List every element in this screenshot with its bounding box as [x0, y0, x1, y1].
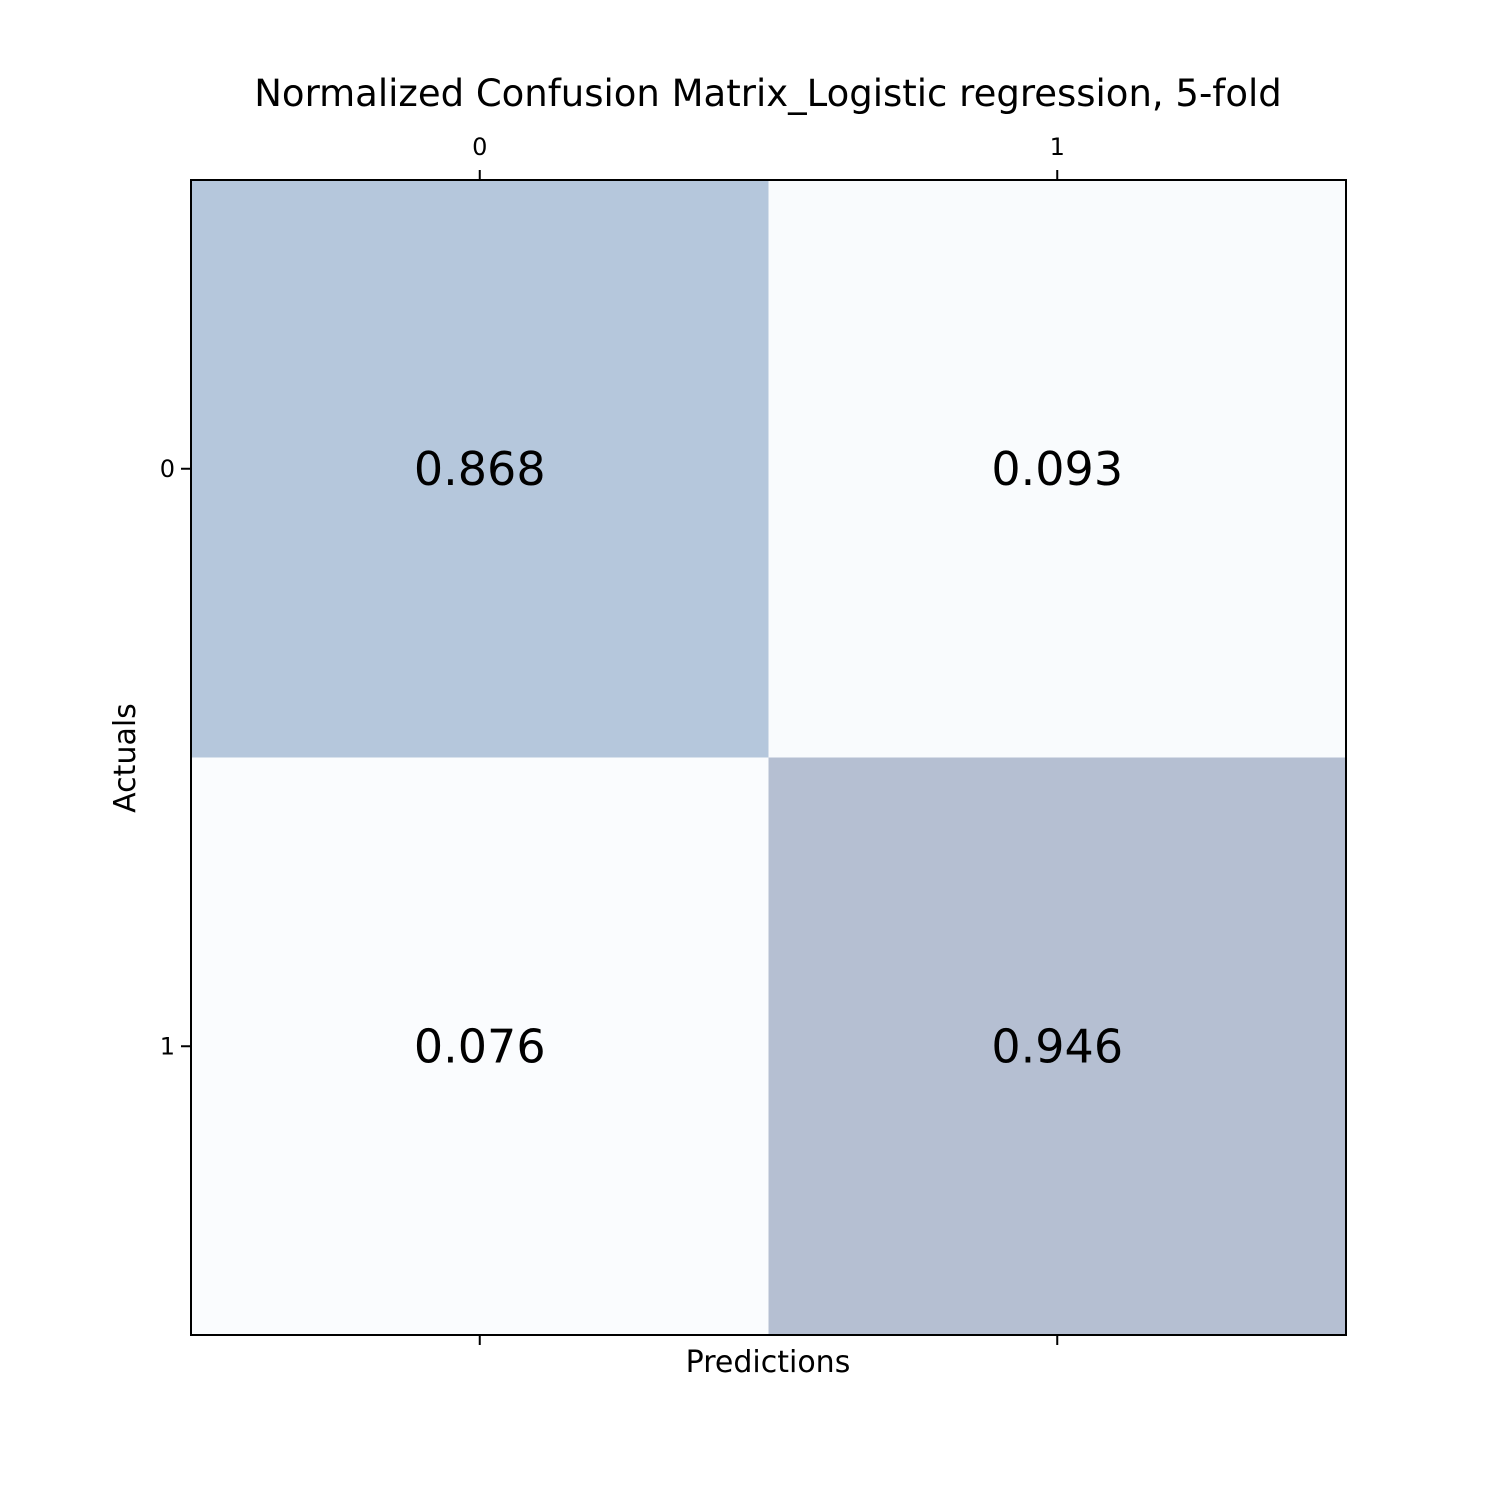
- x-tick-label-0: 0: [472, 133, 487, 161]
- matrix-cell-r1-c1: [768, 757, 1347, 1336]
- chart-title: Normalized Confusion Matrix_Logistic reg…: [254, 72, 1282, 115]
- plot-frame: [190, 179, 1347, 1336]
- matrix-value-r1-c0: 0.076: [414, 1019, 546, 1073]
- matrix-cell-r1-c0: [191, 757, 769, 1336]
- y-axis-label: Actuals: [108, 703, 143, 813]
- matrix-cell-r0-c0: [191, 180, 769, 758]
- x-axis-label: Predictions: [686, 1345, 851, 1380]
- matrix-cells: 0.868 0.093 0.076 0.946: [191, 180, 1347, 1336]
- axis-ticks: 0 1 0 1: [160, 133, 1065, 1345]
- matrix-value-r1-c1: 0.946: [991, 1019, 1123, 1073]
- matrix-cell-r0-c1: [768, 180, 1347, 758]
- matrix-value-r0-c0: 0.868: [414, 442, 546, 496]
- matrix-value-r0-c1: 0.093: [991, 442, 1123, 496]
- x-tick-label-1: 1: [1050, 133, 1065, 161]
- y-tick-label-1: 1: [160, 1032, 175, 1060]
- y-tick-label-0: 0: [160, 455, 175, 483]
